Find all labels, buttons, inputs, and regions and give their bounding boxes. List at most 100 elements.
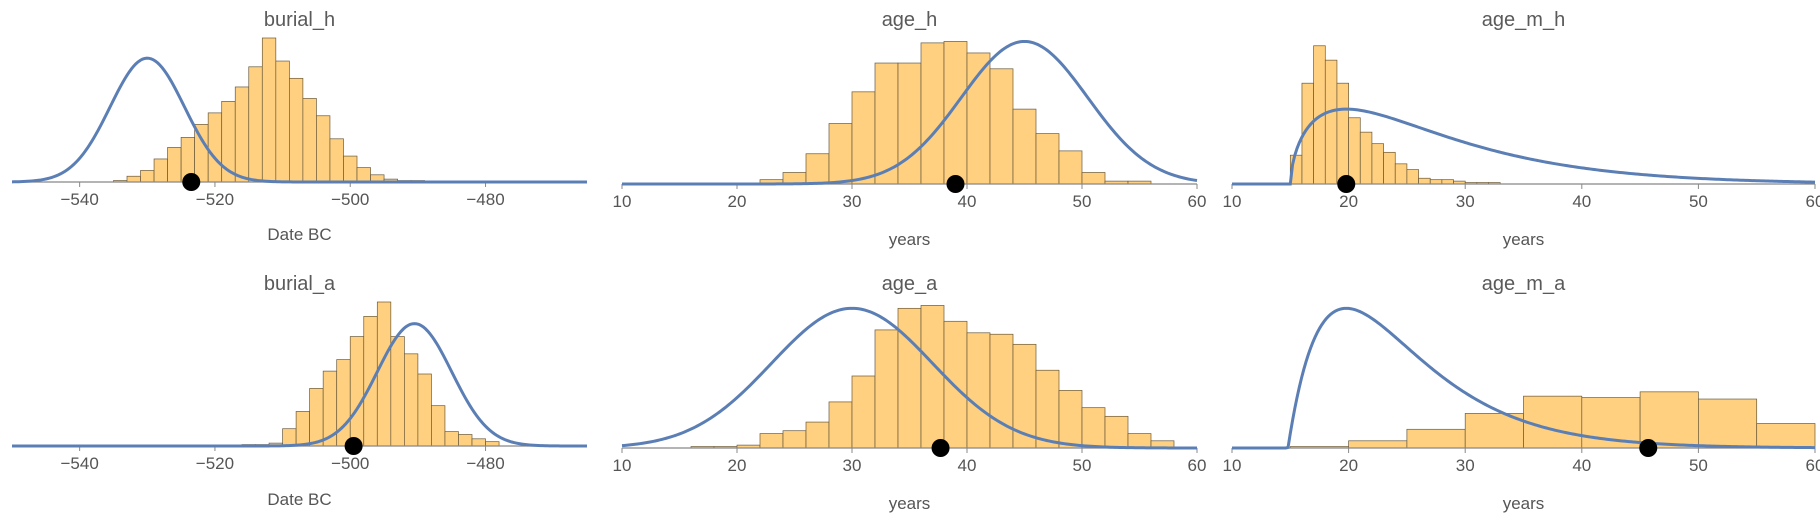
histogram-bar xyxy=(289,77,304,183)
x-tick-label: 50 xyxy=(1073,456,1092,475)
histogram-bar xyxy=(828,401,853,449)
x-tick-label: 10 xyxy=(1223,192,1242,211)
chart-title: age_h xyxy=(882,9,938,31)
histogram-bar xyxy=(153,158,168,183)
panel-age_m_h: age_m_h 10 20 30 40 50 60 years xyxy=(1223,9,1820,249)
estimate-marker xyxy=(182,173,201,191)
histogram-bar xyxy=(363,316,378,447)
x-tick-label: 10 xyxy=(613,192,632,211)
histogram-bar xyxy=(207,112,223,183)
histogram-bar xyxy=(431,405,446,447)
histogram-bar xyxy=(1058,150,1083,185)
x-tick-label: 60 xyxy=(1806,456,1820,475)
histogram-bar xyxy=(343,155,358,183)
histogram-bar xyxy=(458,434,473,447)
x-tick-label: −500 xyxy=(331,190,369,209)
histogram-bar xyxy=(329,138,344,183)
histogram-bar xyxy=(336,359,351,447)
histogram-bar xyxy=(1756,423,1816,449)
x-tick-label: 50 xyxy=(1073,192,1092,211)
histogram-bar xyxy=(1418,177,1431,185)
x-tick-label: 50 xyxy=(1689,456,1708,475)
histogram-bar xyxy=(1012,108,1037,185)
estimate-marker xyxy=(931,439,950,457)
x-tick-label: 30 xyxy=(843,192,862,211)
chart-title: age_m_a xyxy=(1482,273,1566,295)
x-axis-label: years xyxy=(1503,494,1545,513)
x-tick-label: −480 xyxy=(466,454,504,473)
x-tick-label: 50 xyxy=(1689,192,1708,211)
histogram-bar xyxy=(920,305,945,449)
histogram-bar xyxy=(851,91,876,185)
estimate-marker xyxy=(1639,439,1658,457)
x-axis-label: years xyxy=(1503,230,1545,249)
x-axis-label: Date BC xyxy=(267,225,331,244)
x-tick-label: −520 xyxy=(196,454,234,473)
histogram-bar xyxy=(828,123,853,185)
x-tick-label: −540 xyxy=(60,190,98,209)
histogram-bar xyxy=(295,411,310,447)
histogram-bar xyxy=(1383,151,1396,185)
histogram-bar xyxy=(248,66,263,183)
x-tick-label: 30 xyxy=(843,456,862,475)
histogram-bar xyxy=(349,336,365,447)
histogram-bar xyxy=(989,68,1014,185)
histogram-bar xyxy=(1348,117,1361,185)
histogram-bar xyxy=(261,37,277,183)
panel-burial_a: burial_a −540 −520 −500 −480 Date BC xyxy=(12,273,587,509)
histogram-bar xyxy=(897,307,922,449)
histogram-bar xyxy=(1324,59,1338,185)
histogram-bar xyxy=(874,329,899,449)
x-tick-label: 60 xyxy=(1188,456,1207,475)
x-tick-label: 40 xyxy=(1572,456,1591,475)
x-tick-label: 40 xyxy=(958,456,977,475)
estimate-marker xyxy=(344,437,363,455)
x-axis-label: Date BC xyxy=(267,490,331,509)
histogram-bar xyxy=(1035,369,1060,449)
x-tick-label: 40 xyxy=(1572,192,1591,211)
histogram-bar xyxy=(404,353,419,447)
density-curve xyxy=(12,322,587,448)
x-tick-label: 30 xyxy=(1456,456,1475,475)
histogram-bar xyxy=(167,147,182,183)
histogram-bar xyxy=(1441,179,1454,185)
x-tick-label: 60 xyxy=(1188,192,1207,211)
histogram-bar xyxy=(897,62,922,185)
histogram-bar xyxy=(417,373,432,447)
histogram-bar xyxy=(1406,428,1466,449)
histogram-bar xyxy=(1639,391,1699,449)
histogram-bar xyxy=(126,175,141,183)
histogram-bar xyxy=(782,430,807,449)
histogram-bar xyxy=(805,153,830,185)
chart-title: age_a xyxy=(882,273,938,295)
histogram-bar xyxy=(471,438,486,447)
histogram-bar xyxy=(759,433,784,449)
chart-title: burial_a xyxy=(264,273,336,295)
histogram-bar xyxy=(920,42,945,185)
histogram-bar xyxy=(1429,179,1443,185)
x-tick-label: 20 xyxy=(1339,456,1358,475)
panel-age_a: age_a 10 20 30 40 50 60 years xyxy=(613,273,1207,513)
density-curve xyxy=(1232,107,1816,186)
density-curve xyxy=(11,56,587,184)
x-axis-label: years xyxy=(889,494,931,513)
histogram-bar xyxy=(966,332,991,449)
density-curve xyxy=(621,306,1198,450)
histogram-bar xyxy=(1523,395,1583,449)
x-tick-label: 30 xyxy=(1456,192,1475,211)
x-tick-label: 20 xyxy=(728,192,747,211)
histogram-bar xyxy=(275,60,290,183)
histogram-bar xyxy=(316,115,331,183)
histogram-bar xyxy=(140,170,155,183)
histogram-bar xyxy=(989,333,1014,449)
histogram-bar xyxy=(390,336,405,447)
x-tick-label: −500 xyxy=(331,454,369,473)
x-tick-label: 20 xyxy=(728,456,747,475)
x-tick-label: −480 xyxy=(466,190,504,209)
histogram-bar xyxy=(1336,82,1349,185)
histogram-bar xyxy=(485,441,500,447)
histogram-bar xyxy=(1081,172,1106,185)
histogram-bar xyxy=(1698,398,1758,449)
density-curve xyxy=(622,39,1198,186)
